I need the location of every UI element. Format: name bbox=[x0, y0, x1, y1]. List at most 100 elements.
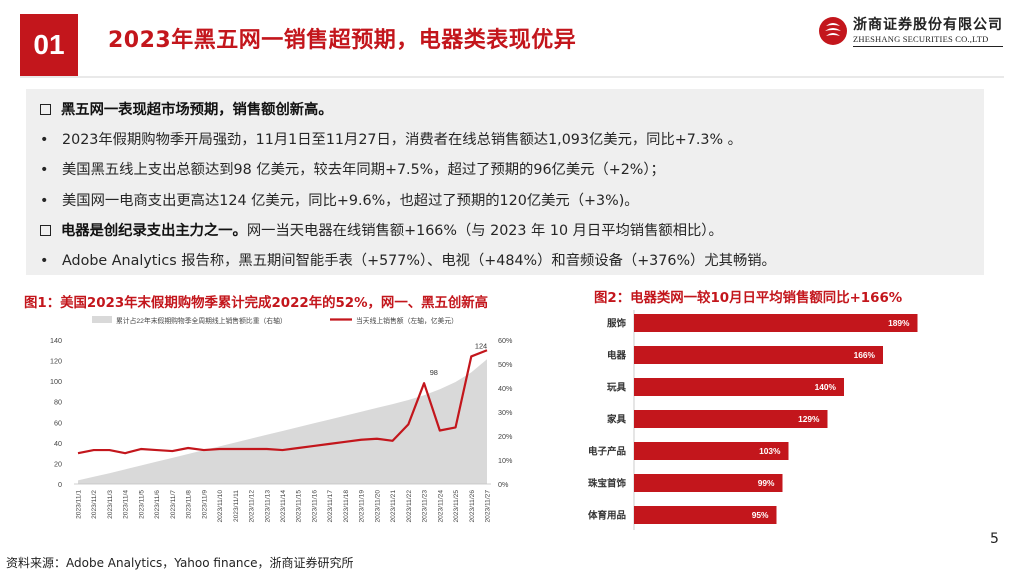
bar bbox=[634, 474, 783, 492]
y-left-tick-label: 60 bbox=[54, 418, 62, 427]
bullet-icon: • bbox=[40, 162, 49, 179]
checkbox-square-icon bbox=[40, 224, 51, 236]
x-tick-label: 2023/11/17 bbox=[327, 490, 334, 523]
company-logo: 浙商证券股份有限公司 ZHESHANG SECURITIES CO.,LTD bbox=[818, 14, 1008, 50]
x-tick-label: 2023/11/24 bbox=[437, 490, 444, 523]
figure1-title: 图1：美国2023年末假期购物季累计完成2022年的52%，网一、黑五创新高 bbox=[24, 296, 489, 311]
x-tick-label: 2023/11/1 bbox=[76, 490, 83, 519]
bar-value-label: 189% bbox=[888, 318, 910, 328]
summary-bullet-3: • 美国网一电商支出更高达124 亿美元，同比+9.6%，也超过了预期的120亿美… bbox=[40, 186, 972, 216]
summary-heading-1: 黑五网一表现超市场预期，销售额创新高。 bbox=[40, 95, 972, 125]
y-left-tick-label: 120 bbox=[50, 357, 62, 366]
title-divider bbox=[20, 76, 1004, 78]
x-tick-label: 2023/11/13 bbox=[264, 490, 271, 523]
bar-category-label: 电器 bbox=[607, 350, 627, 362]
logo-chinese-name: 浙商证券股份有限公司 bbox=[853, 17, 1003, 33]
bar-category-label: 服饰 bbox=[607, 318, 627, 330]
summary-heading-rest: 网一当天电器在线销售额+166%（与 2023 年 10 月日平均销售额相比）。 bbox=[246, 222, 723, 239]
bar bbox=[634, 346, 883, 364]
data-label: 98 bbox=[430, 368, 438, 377]
x-tick-label: 2023/11/27 bbox=[485, 490, 492, 523]
y-left-tick-label: 0 bbox=[58, 480, 62, 489]
data-label: 124 bbox=[475, 341, 487, 350]
legend-swatch-area bbox=[92, 316, 112, 323]
section-number-badge: 01 bbox=[20, 14, 78, 76]
summary-bullet-text: 美国网一电商支出更高达124 亿美元，同比+9.6%，也超过了预期的120亿美元… bbox=[62, 192, 639, 209]
summary-bullet-1: • 2023年假期购物季开局强劲，11月1日至11月27日，消费者在线总销售额达1… bbox=[40, 125, 972, 155]
bullet-icon: • bbox=[40, 132, 49, 149]
summary-heading-2: 电器是创纪录支出主力之一。网一当天电器在线销售额+166%（与 2023 年 1… bbox=[40, 216, 972, 246]
bar bbox=[634, 442, 789, 460]
y-right-tick-label: 50% bbox=[498, 360, 513, 369]
bar-category-label: 体育用品 bbox=[588, 510, 626, 522]
bar-value-label: 95% bbox=[752, 510, 769, 520]
bar bbox=[634, 378, 844, 396]
x-tick-label: 2023/11/4 bbox=[123, 490, 130, 519]
bar-category-label: 家具 bbox=[607, 414, 627, 426]
figure2-title: 图2：电器类网一较10月日平均销售额同比+166% bbox=[594, 291, 903, 306]
x-tick-label: 2023/11/14 bbox=[280, 490, 287, 523]
x-tick-label: 2023/11/5 bbox=[138, 490, 145, 519]
logo-underline bbox=[853, 46, 1003, 47]
y-right-tick-label: 40% bbox=[498, 384, 513, 393]
checkbox-square-icon bbox=[40, 104, 51, 115]
x-tick-label: 2023/11/19 bbox=[359, 490, 366, 523]
bullet-icon: • bbox=[40, 192, 49, 209]
zheshang-logo-icon bbox=[819, 17, 847, 45]
y-right-tick-label: 0% bbox=[498, 480, 509, 489]
page-title: 2023年黑五网一销售超预期，电器类表现优异 bbox=[108, 28, 577, 53]
y-left-tick-label: 20 bbox=[54, 459, 62, 468]
cumulative-share-area bbox=[78, 359, 487, 484]
summary-bullet-text: Adobe Analytics 报告称，黑五期间智能手表（+577%）、电视（+… bbox=[62, 253, 776, 270]
summary-heading-bold: 电器是创纪录支出主力之一。 bbox=[61, 222, 247, 239]
x-tick-label: 2023/11/22 bbox=[406, 490, 413, 523]
x-tick-label: 2023/11/6 bbox=[154, 490, 161, 519]
line-area-chart: 累计占22年末假期购物季全周期线上销售额比重（右轴） 当天线上销售额（左轴，亿美元… bbox=[50, 316, 513, 523]
legend-label-line: 当天线上销售额（左轴，亿美元） bbox=[356, 316, 458, 325]
y-left-tick-label: 100 bbox=[50, 377, 62, 386]
x-tick-label: 2023/11/10 bbox=[217, 490, 224, 523]
y-right-tick-label: 30% bbox=[498, 408, 513, 417]
summary-bullet-text: 2023年假期购物季开局强劲，11月1日至11月27日，消费者在线总销售额达1,… bbox=[62, 132, 742, 149]
chart1-legend: 累计占22年末假期购物季全周期线上销售额比重（右轴） 当天线上销售额（左轴，亿美元… bbox=[92, 316, 458, 325]
x-tick-label: 2023/11/12 bbox=[249, 490, 256, 523]
bar-value-label: 140% bbox=[815, 382, 837, 392]
x-tick-label: 2023/11/11 bbox=[233, 490, 240, 522]
x-tick-label: 2023/11/7 bbox=[170, 490, 177, 519]
page-number: 5 bbox=[990, 531, 999, 547]
bar-value-label: 99% bbox=[758, 478, 775, 488]
bar-category-label: 电子产品 bbox=[588, 446, 626, 458]
x-tick-label: 2023/11/9 bbox=[201, 490, 208, 519]
horizontal-bar-chart: 服饰 189% 电器 166% 玩具 140% 家具 129% 电子产品 103% 珠宝首饰 99% 体… bbox=[588, 310, 918, 530]
y-left-tick-label: 80 bbox=[54, 398, 62, 407]
bar-category-label: 珠宝首饰 bbox=[588, 478, 627, 490]
summary-bullet-2: • 美国黑五线上支出总额达到98 亿美元，较去年同期+7.5%，超过了预期的96亿… bbox=[40, 155, 972, 185]
bar-value-label: 166% bbox=[854, 350, 876, 360]
summary-bullet-4: • Adobe Analytics 报告称，黑五期间智能手表（+577%）、电视（… bbox=[40, 246, 972, 276]
x-tick-label: 2023/11/20 bbox=[374, 490, 381, 523]
summary-box: 黑五网一表现超市场预期，销售额创新高。 • 2023年假期购物季开局强劲，11月1… bbox=[26, 89, 984, 275]
bar bbox=[634, 506, 777, 524]
summary-bullet-text: 美国黑五线上支出总额达到98 亿美元，较去年同期+7.5%，超过了预期的96亿美… bbox=[62, 162, 665, 179]
x-tick-label: 2023/11/23 bbox=[422, 490, 429, 523]
legend-label-area: 累计占22年末假期购物季全周期线上销售额比重（右轴） bbox=[116, 316, 287, 325]
bar-value-label: 103% bbox=[759, 446, 781, 456]
bar bbox=[634, 410, 828, 428]
x-tick-label: 2023/11/25 bbox=[453, 490, 460, 523]
x-tick-label: 2023/11/21 bbox=[390, 490, 397, 523]
x-tick-label: 2023/11/15 bbox=[296, 490, 303, 523]
bar bbox=[634, 314, 918, 332]
daily-sales-line bbox=[77, 349, 488, 455]
source-note: 资料来源：Adobe Analytics，Yahoo finance，浙商证券研… bbox=[6, 556, 354, 570]
y-left-tick-label: 140 bbox=[50, 336, 62, 345]
x-tick-label: 2023/11/18 bbox=[343, 490, 350, 523]
x-tick-label: 2023/11/26 bbox=[469, 490, 476, 523]
logo-english-name: ZHESHANG SECURITIES CO.,LTD bbox=[853, 34, 989, 44]
x-tick-label: 2023/11/3 bbox=[107, 490, 114, 519]
bullet-icon: • bbox=[40, 253, 49, 270]
bar-category-label: 玩具 bbox=[607, 383, 627, 394]
x-tick-label: 2023/11/8 bbox=[186, 490, 193, 519]
y-right-tick-label: 20% bbox=[498, 432, 513, 441]
x-tick-label: 2023/11/16 bbox=[311, 490, 318, 523]
bar-value-label: 129% bbox=[798, 414, 820, 424]
